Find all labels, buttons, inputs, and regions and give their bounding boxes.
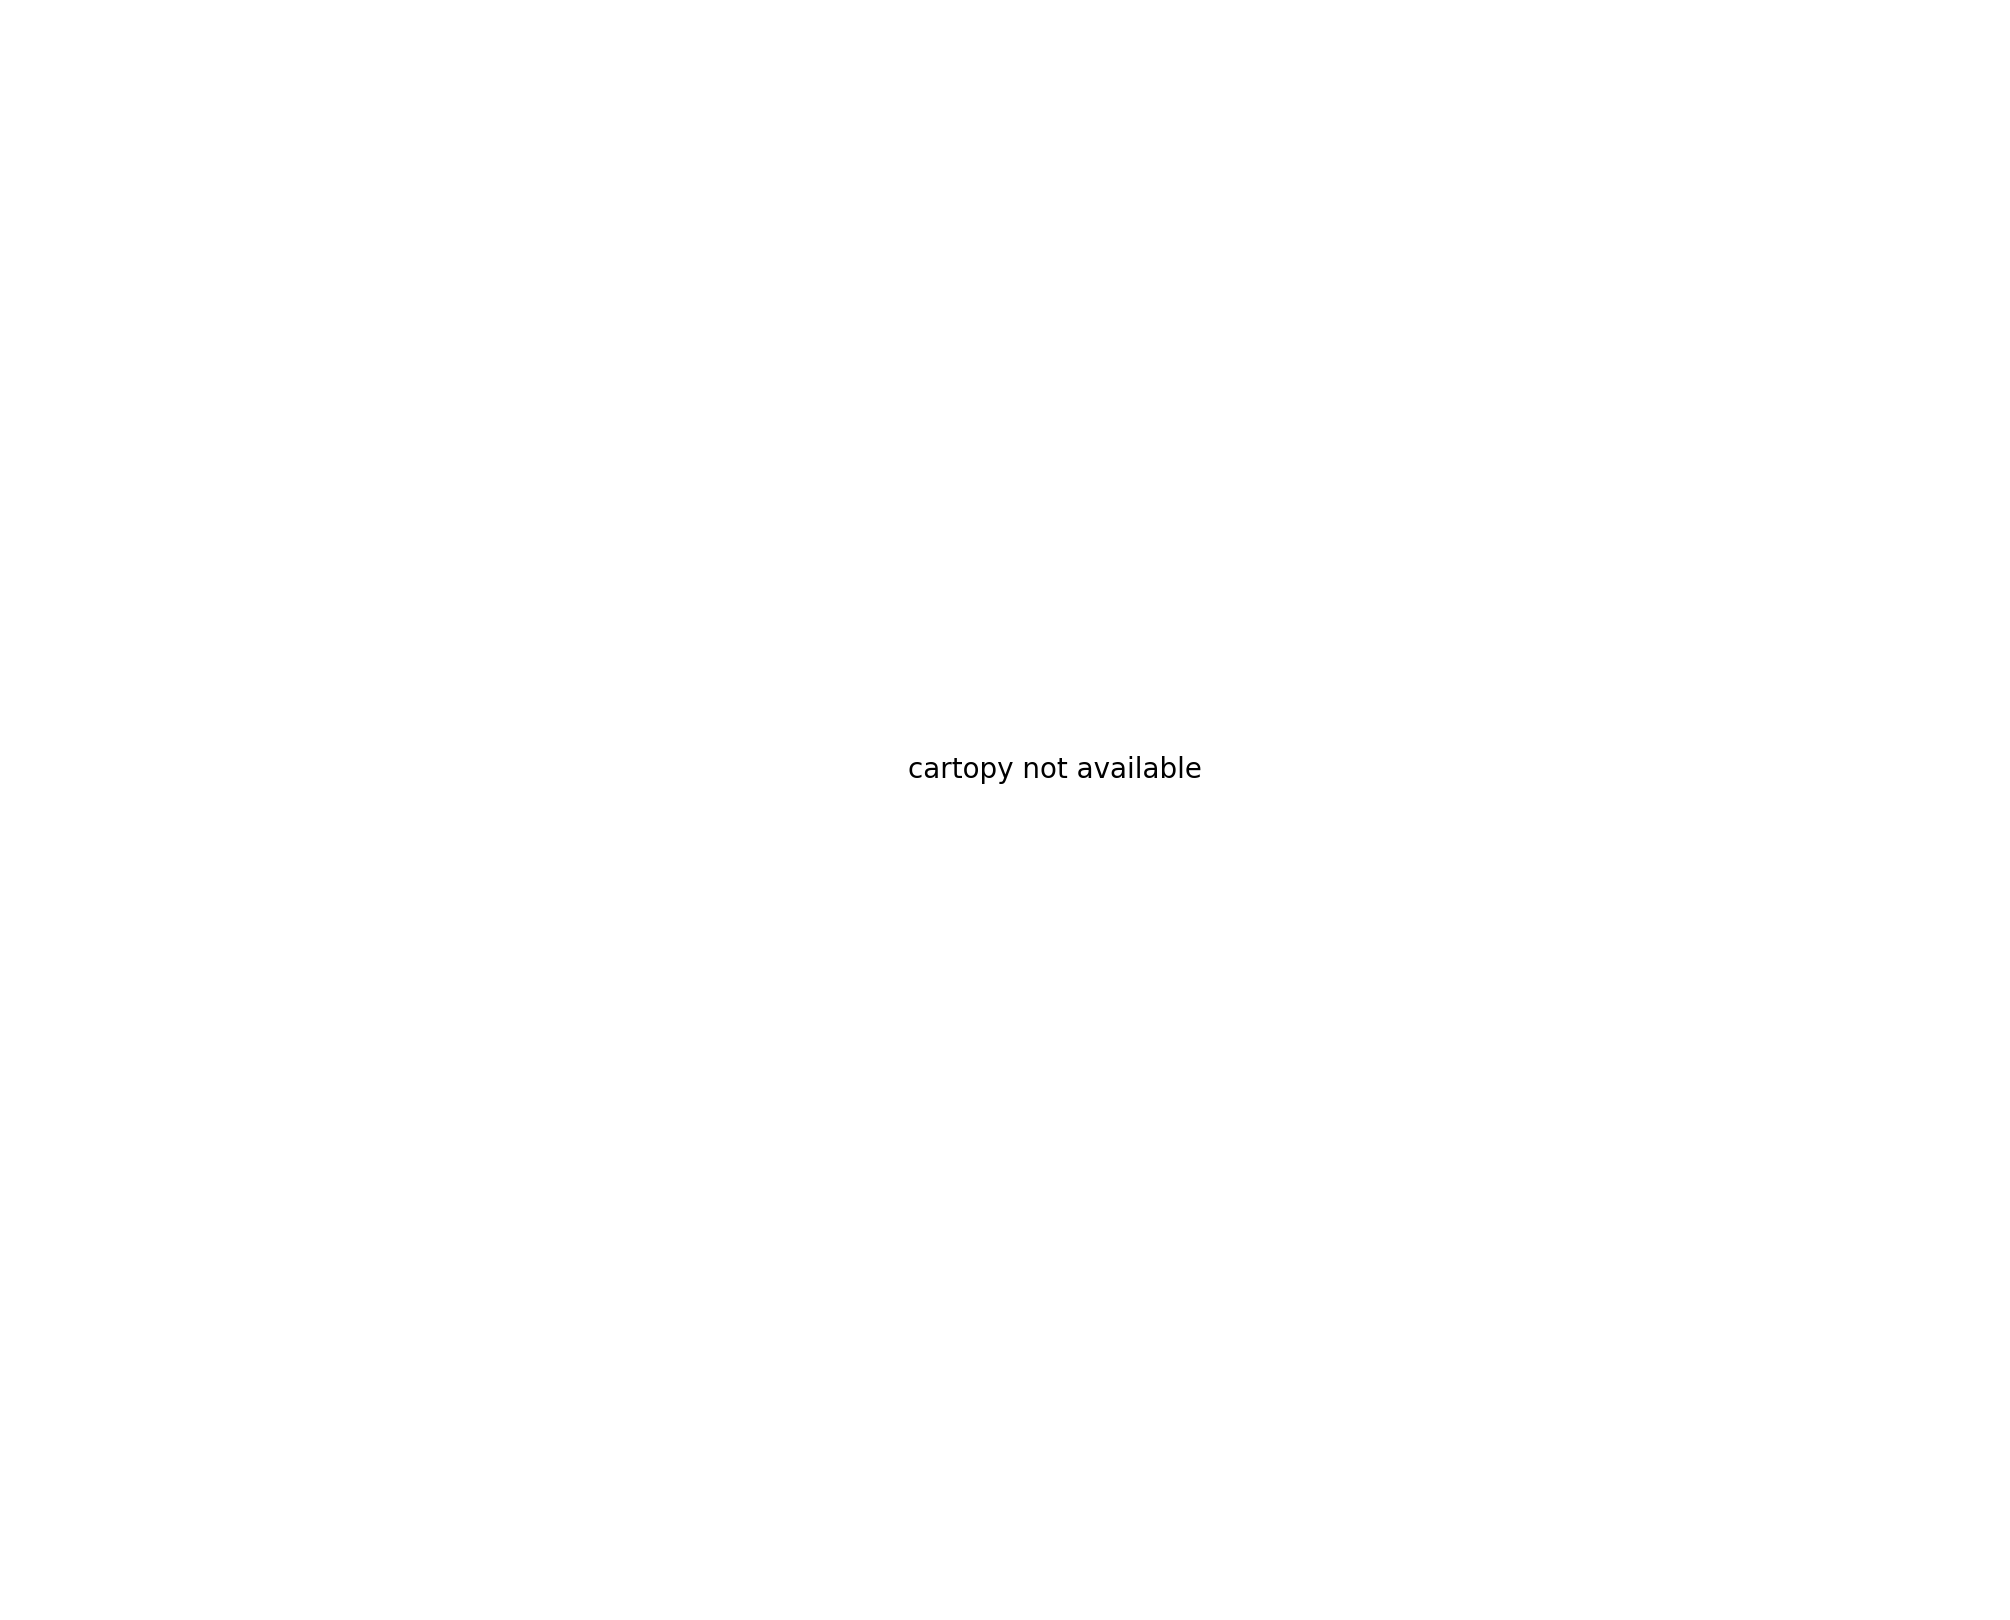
Text: cartopy not available: cartopy not available [909,755,1202,784]
